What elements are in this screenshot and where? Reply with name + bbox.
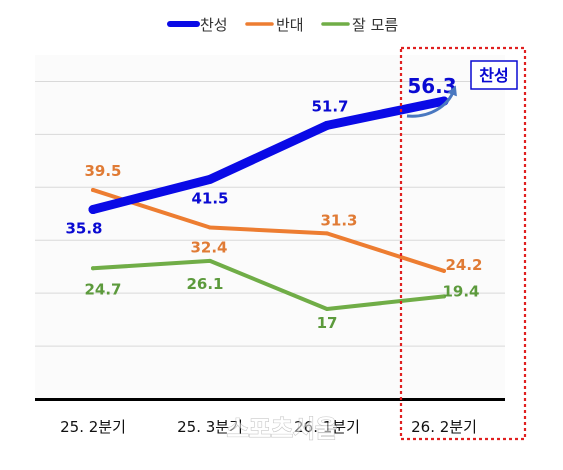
data-label-s1-3: 24.2 <box>445 256 482 274</box>
watermark-logo: 스포츠서울 <box>227 415 337 443</box>
data-point-s1-2 <box>325 231 329 236</box>
x-tick-label-1: 25. 3분기 <box>177 418 243 436</box>
x-tick-label-0: 25. 2분기 <box>60 418 126 436</box>
legend: 찬성 반대 잘 모름 <box>167 16 398 34</box>
data-label-s1-1: 32.4 <box>190 239 227 257</box>
data-label-s0-3: 56.3 <box>407 74 456 98</box>
highlight-badge-box <box>470 60 518 90</box>
data-point-s2-3 <box>442 294 446 299</box>
plot-area <box>35 55 505 399</box>
legend-label-chanseong: 찬성 <box>200 16 228 34</box>
x-tick-label-2: 26. 1분기 <box>294 418 360 436</box>
x-tick-labels: 25. 2분기 25. 3분기 26. 1분기 26. 2분기 <box>60 418 477 436</box>
data-point-s1-0 <box>91 187 95 192</box>
data-label-s1-2: 31.3 <box>320 211 357 229</box>
gridlines <box>35 80 505 347</box>
highlight-badge-text: 찬성 <box>479 66 508 85</box>
legend-item-bandae: 반대 <box>245 16 304 34</box>
legend-item-chanseong: 찬성 <box>167 16 228 34</box>
data-point-s1-1 <box>208 225 212 230</box>
series-line-0 <box>88 96 449 215</box>
legend-label-jalmoreum: 잘 모름 <box>352 16 398 34</box>
data-point-s2-2 <box>325 307 329 312</box>
legend-label-bandae: 반대 <box>276 16 304 34</box>
highlight-arrow <box>406 85 457 118</box>
x-tick-label-3: 26. 2분기 <box>411 418 477 436</box>
data-label-s1-0: 39.5 <box>84 162 121 180</box>
legend-item-jalmoreum: 잘 모름 <box>321 16 398 34</box>
data-point-s2-0 <box>91 266 95 271</box>
data-label-s0-1: 41.5 <box>191 189 228 207</box>
data-label-s0-2: 51.7 <box>311 97 348 115</box>
data-point-s1-3 <box>442 268 446 273</box>
data-point-s0-1 <box>205 174 215 184</box>
highlight-badge: 찬성 <box>470 60 518 90</box>
data-labels-layer: 35.8 41.5 51.7 56.3 39.5 32.4 31.3 24.2 24.7 26.1… <box>65 74 482 332</box>
data-point-s2-1 <box>208 258 212 263</box>
highlight-box <box>399 46 527 441</box>
data-label-s2-3: 19.4 <box>442 282 479 300</box>
series-layer <box>88 96 449 312</box>
series-line-1 <box>91 187 446 273</box>
series-line-2 <box>91 258 446 312</box>
data-point-s0-0 <box>88 205 98 215</box>
data-label-s2-1: 26.1 <box>186 275 223 293</box>
data-label-s2-2: 17 <box>317 314 338 332</box>
data-label-s2-0: 24.7 <box>84 280 121 298</box>
data-point-s0-2 <box>322 120 332 130</box>
data-label-s0-0: 35.8 <box>65 220 102 238</box>
